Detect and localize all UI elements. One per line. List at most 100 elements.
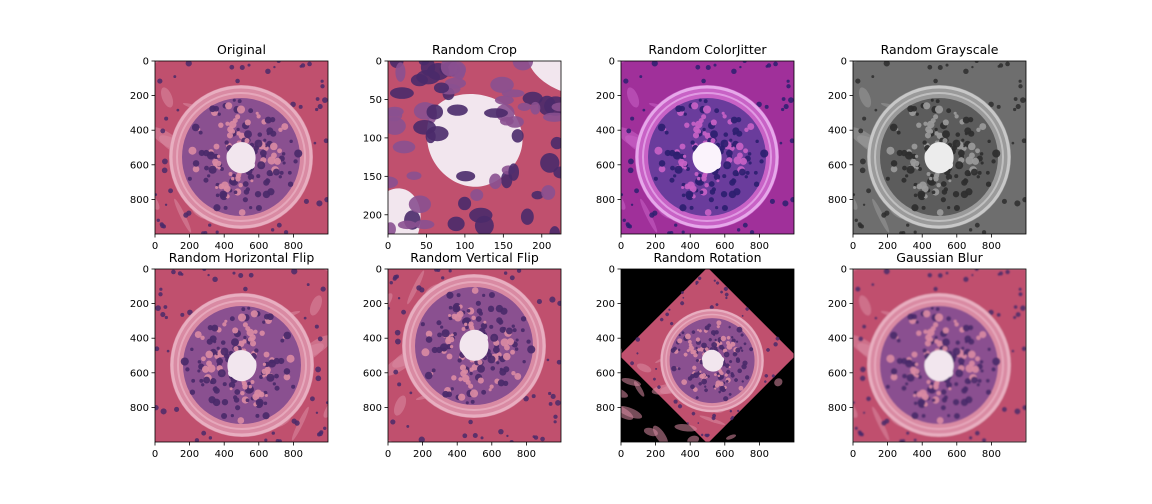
y-tick-label: 600 [828,160,847,171]
panel-image [388,61,561,234]
x-tick-label: 800 [982,241,1001,252]
axes-frame [852,268,1027,443]
x-tick-label: 800 [750,449,769,460]
x-tick-label: 600 [249,449,268,460]
y-tick-label: 600 [828,368,847,379]
y-tick-label: 400 [363,334,382,345]
x-tick-label: 600 [249,241,268,252]
y-tick-label: 800 [130,195,149,206]
y-tick-label: 0 [143,265,149,276]
y-tick-label: 600 [130,160,149,171]
y-tick-label: 0 [609,57,615,68]
axes-frame [154,60,329,235]
y-tick-label: 200 [828,299,847,310]
x-tick-label: 100 [455,241,474,252]
y-tick-label: 200 [130,299,149,310]
y-tick-label: 400 [828,334,847,345]
x-tick-label: 200 [413,449,432,460]
y-tick-label: 600 [130,368,149,379]
y-tick-label: 200 [363,299,382,310]
panel-title: Random Grayscale [881,42,999,57]
panel-title: Random Crop [432,42,517,57]
x-tick-label: 400 [681,449,700,460]
x-tick-label: 400 [913,241,932,252]
panel: Random Crop 0 50 100 150 200 0 50 100 150 200 [363,42,562,252]
x-tick-label: 800 [982,449,1001,460]
y-tick-label: 0 [376,265,382,276]
panel-title: Random Rotation [653,250,761,265]
axes-frame [620,268,795,443]
x-tick-label: 800 [517,449,536,460]
x-tick-label: 400 [215,449,234,460]
y-tick-label: 800 [130,403,149,414]
y-tick-label: 600 [363,368,382,379]
panel-title: Random Vertical Flip [410,250,539,265]
axes-frame [852,60,1027,235]
x-tick-label: 150 [494,241,513,252]
y-tick-label: 600 [596,368,615,379]
x-tick-label: 400 [215,241,234,252]
y-tick-label: 200 [596,91,615,102]
x-tick-label: 200 [878,449,897,460]
panel: Random Vertical Flip 0 200 400 600 800 0 200 400… [363,250,562,460]
x-tick-label: 0 [152,449,158,460]
panel-title: Original [217,42,266,57]
x-tick-label: 600 [482,449,501,460]
axes-frame [387,268,562,443]
panel-title: Random Horizontal Flip [169,250,315,265]
x-tick-label: 800 [284,241,303,252]
x-tick-label: 200 [646,241,665,252]
y-tick-label: 600 [596,160,615,171]
x-tick-label: 800 [284,449,303,460]
panel-image [621,61,794,234]
x-tick-label: 0 [850,449,856,460]
x-tick-label: 400 [681,241,700,252]
y-tick-label: 0 [609,265,615,276]
panel: Gaussian Blur 0 200 400 600 800 0 200 400 600 800 [828,250,1027,460]
y-tick-label: 200 [363,210,382,221]
y-tick-label: 400 [130,126,149,137]
panel-image [853,61,1026,234]
panel-image [155,269,328,442]
x-tick-label: 200 [646,449,665,460]
x-tick-label: 50 [420,241,433,252]
x-tick-label: 400 [448,449,467,460]
axes-frame [620,60,795,235]
x-tick-label: 400 [913,449,932,460]
y-tick-label: 400 [130,334,149,345]
y-tick-label: 150 [363,172,382,183]
y-tick-label: 200 [828,91,847,102]
panel: Random Rotation 0 200 400 600 800 0 200 400 600 80… [596,250,795,460]
x-tick-label: 0 [152,241,158,252]
y-tick-label: 100 [363,133,382,144]
x-tick-label: 200 [532,241,551,252]
panel: Random Grayscale 0 200 400 600 800 0 200 400 600 8… [828,42,1027,252]
x-tick-label: 0 [618,241,624,252]
y-tick-label: 800 [596,195,615,206]
x-tick-label: 0 [385,241,391,252]
y-tick-label: 800 [363,403,382,414]
y-tick-label: 800 [596,403,615,414]
y-tick-label: 400 [828,126,847,137]
x-tick-label: 800 [750,241,769,252]
x-tick-label: 600 [715,449,734,460]
panel-title: Random ColorJitter [648,42,767,57]
panel: Original 0 200 400 600 800 0 200 400 600 800 [130,42,329,252]
y-tick-label: 0 [841,265,847,276]
x-tick-label: 600 [947,241,966,252]
panel: Random ColorJitter 0 200 400 600 800 0 200 400 60… [596,42,795,252]
x-tick-label: 0 [385,449,391,460]
panel-image [155,61,328,234]
y-tick-label: 200 [130,91,149,102]
axes-frame [387,60,562,235]
y-tick-label: 800 [828,403,847,414]
axes-frame [154,268,329,443]
panel-image [388,269,561,442]
x-tick-label: 200 [180,449,199,460]
y-tick-label: 50 [369,95,382,106]
panel-image [853,269,1026,442]
x-tick-label: 600 [715,241,734,252]
x-tick-label: 200 [878,241,897,252]
x-tick-label: 0 [850,241,856,252]
